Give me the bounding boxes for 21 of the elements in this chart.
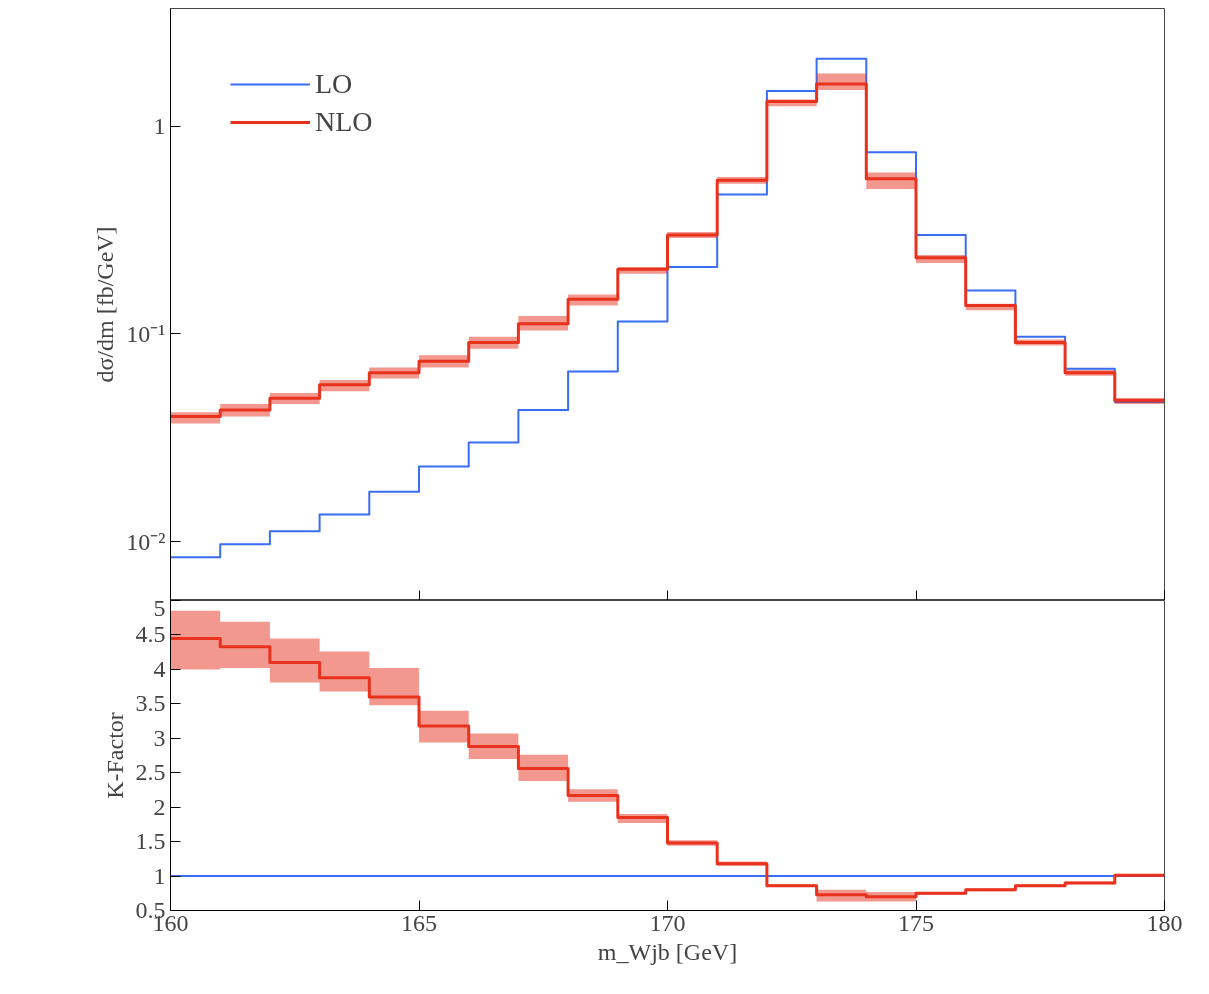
y-tick-label: 3.5 (135, 690, 166, 717)
y-tick-label: 10⁻¹ (126, 320, 166, 347)
y-axis-title: K-Factor (101, 712, 128, 799)
x-tick-label: 165 (401, 909, 437, 936)
x-axis-title: m_Wjb [GeV] (597, 938, 738, 965)
x-tick-label: 180 (1146, 909, 1183, 936)
y-tick-label: 1 (153, 862, 166, 889)
legend-label: NLO (315, 106, 373, 138)
y-tick-label: 4 (153, 655, 166, 682)
x-tick-label: 175 (898, 909, 934, 936)
y-tick-label: 2 (153, 793, 166, 820)
y-tick-label: 1 (153, 113, 166, 140)
y-tick-label: 1.5 (135, 828, 166, 855)
y-tick-label: 4.5 (135, 621, 166, 648)
y-axis-title: dσ/dm [fb/GeV] (92, 226, 119, 383)
y-tick-label: 5 (153, 594, 166, 621)
legend-label: LO (315, 68, 353, 100)
y-tick-label: 3 (153, 724, 166, 751)
y-tick-label: 2.5 (135, 759, 166, 786)
y-tick-label: 10⁻² (126, 528, 166, 555)
x-tick-label: 170 (649, 909, 686, 936)
